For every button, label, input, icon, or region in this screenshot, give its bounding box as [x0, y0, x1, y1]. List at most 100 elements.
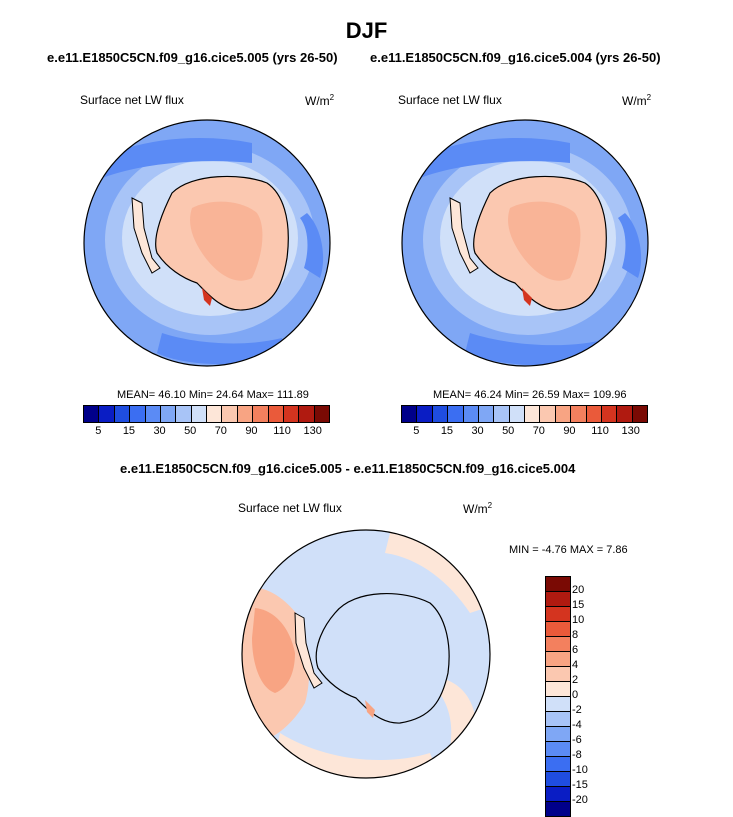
colorbar-tick-label: 5 [95, 425, 102, 437]
colorbar-tick-label: 50 [502, 425, 515, 437]
panel3-units: W/m2 [463, 501, 493, 516]
colorbar-swatch [546, 757, 570, 772]
colorbar-swatch [546, 682, 570, 697]
colorbar-swatch [546, 802, 570, 816]
colorbar-tick-label: -15 [572, 779, 588, 791]
colorbar-swatch [540, 406, 556, 422]
panel2-stats: MEAN= 46.24 Min= 26.59 Max= 109.96 [433, 389, 627, 401]
case-b-title: e.e11.E1850C5CN.f09_g16.cice5.004 (yrs 2… [370, 50, 661, 65]
colorbar-swatch [314, 406, 329, 422]
diff-title: e.e11.E1850C5CN.f09_g16.cice5.005 - e.e1… [120, 461, 576, 476]
colorbar-tick-label: -10 [572, 764, 588, 776]
colorbar-tick-label: -4 [572, 719, 582, 731]
colorbar-swatch [268, 406, 284, 422]
colorbar-tick-label: 15 [122, 425, 136, 437]
colorbar-swatch [283, 406, 300, 422]
panel3-stats: MIN = -4.76 MAX = 7.86 [509, 544, 628, 556]
colorbar-tick-label: 70 [532, 425, 545, 437]
colorbar-swatch [494, 406, 510, 422]
colorbar-swatch [546, 592, 570, 607]
colorbar-swatch [525, 406, 541, 422]
colorbar-swatch [546, 637, 570, 652]
colorbar-swatch [417, 406, 433, 422]
colorbar-tick-label: 110 [273, 425, 291, 437]
panel3-colorbar-labels: 20 15 10 8 6 4 2 0 -2 -4 -6 -8 -10 -15 -20 [572, 576, 612, 806]
panel3-variable-label: Surface net LW flux [238, 501, 342, 515]
colorbar-swatch [546, 772, 570, 787]
colorbar-tick-label: 15 [572, 599, 585, 611]
colorbar-swatch [632, 406, 647, 422]
colorbar-tick-label: 50 [184, 425, 197, 437]
colorbar-tick-label: 15 [440, 425, 454, 437]
colorbar-swatch [546, 622, 570, 637]
panel2-variable-label: Surface net LW flux [398, 93, 502, 107]
colorbar-swatch [546, 712, 570, 727]
colorbar-tick-label: 130 [621, 425, 640, 437]
colorbar-swatch [237, 406, 254, 422]
panel3-colorbar [545, 576, 571, 817]
colorbar-tick-label: 2 [572, 674, 579, 686]
panel2-colorbar [401, 405, 648, 423]
colorbar-swatch [478, 406, 495, 422]
colorbar-swatch [546, 697, 570, 712]
colorbar-swatch [617, 406, 633, 422]
colorbar-swatch [601, 406, 618, 422]
colorbar-swatch [402, 406, 418, 422]
colorbar-tick-label: 30 [153, 425, 166, 437]
colorbar-swatch [463, 406, 479, 422]
colorbar-tick-label: -8 [572, 749, 582, 761]
panel1-colorbar-labels: 5 15 30 50 70 90 110 130 [83, 425, 328, 439]
colorbar-swatch [555, 406, 572, 422]
case-a-title: e.e11.E1850C5CN.f09_g16.cice5.005 (yrs 2… [47, 50, 338, 65]
colorbar-tick-label: 5 [413, 425, 420, 437]
colorbar-tick-label: 90 [563, 425, 576, 437]
colorbar-swatch [432, 406, 449, 422]
colorbar-swatch [191, 406, 207, 422]
colorbar-tick-label: 8 [572, 629, 579, 641]
panel3-map [241, 529, 491, 779]
colorbar-tick-label: 130 [303, 425, 322, 437]
colorbar-swatch [546, 727, 570, 742]
panel1-variable-label: Surface net LW flux [80, 93, 184, 107]
colorbar-swatch [160, 406, 177, 422]
colorbar-tick-label: 30 [471, 425, 484, 437]
colorbar-swatch [546, 577, 570, 592]
panel2-colorbar-labels: 5 15 30 50 70 90 110 130 [401, 425, 646, 439]
colorbar-swatch [207, 406, 223, 422]
colorbar-swatch [586, 406, 602, 422]
colorbar-tick-label: 4 [572, 659, 579, 671]
colorbar-swatch [145, 406, 161, 422]
colorbar-swatch [222, 406, 238, 422]
colorbar-tick-label: -2 [572, 704, 582, 716]
colorbar-tick-label: 70 [214, 425, 227, 437]
colorbar-tick-label: 90 [245, 425, 258, 437]
colorbar-tick-label: 6 [572, 644, 579, 656]
colorbar-swatch [448, 406, 464, 422]
colorbar-swatch [114, 406, 131, 422]
colorbar-swatch [546, 607, 570, 622]
colorbar-swatch [84, 406, 100, 422]
colorbar-swatch [571, 406, 587, 422]
colorbar-swatch [546, 667, 570, 682]
colorbar-tick-label: 110 [591, 425, 609, 437]
colorbar-swatch [546, 652, 570, 667]
panel1-colorbar [83, 405, 330, 423]
colorbar-tick-label: -20 [572, 794, 588, 806]
panel1-stats: MEAN= 46.10 Min= 24.64 Max= 111.89 [117, 389, 309, 401]
colorbar-swatch [509, 406, 525, 422]
panel1-map [83, 119, 331, 367]
colorbar-tick-label: -6 [572, 734, 582, 746]
colorbar-swatch [99, 406, 115, 422]
colorbar-swatch [546, 742, 570, 757]
panel2-units: W/m2 [622, 93, 652, 108]
colorbar-swatch [299, 406, 315, 422]
colorbar-swatch [176, 406, 192, 422]
colorbar-tick-label: 10 [572, 614, 585, 626]
panel1-units: W/m2 [305, 93, 335, 108]
colorbar-swatch [130, 406, 146, 422]
figure-title: DJF [345, 18, 388, 43]
colorbar-swatch [253, 406, 269, 422]
colorbar-tick-label: 0 [572, 689, 579, 701]
colorbar-tick-label: 20 [572, 584, 585, 596]
panel2-map [401, 119, 649, 367]
